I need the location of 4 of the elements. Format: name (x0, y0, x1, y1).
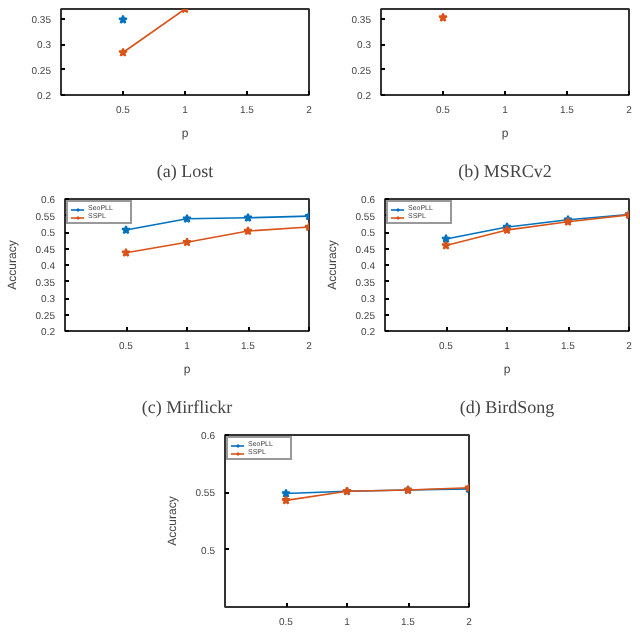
text: (d) BirdSong (459, 397, 556, 417)
text: (a) Lost (156, 161, 215, 181)
text: (c) Mirflickr (141, 397, 233, 417)
text: (b) MSRCv2 (458, 161, 552, 181)
